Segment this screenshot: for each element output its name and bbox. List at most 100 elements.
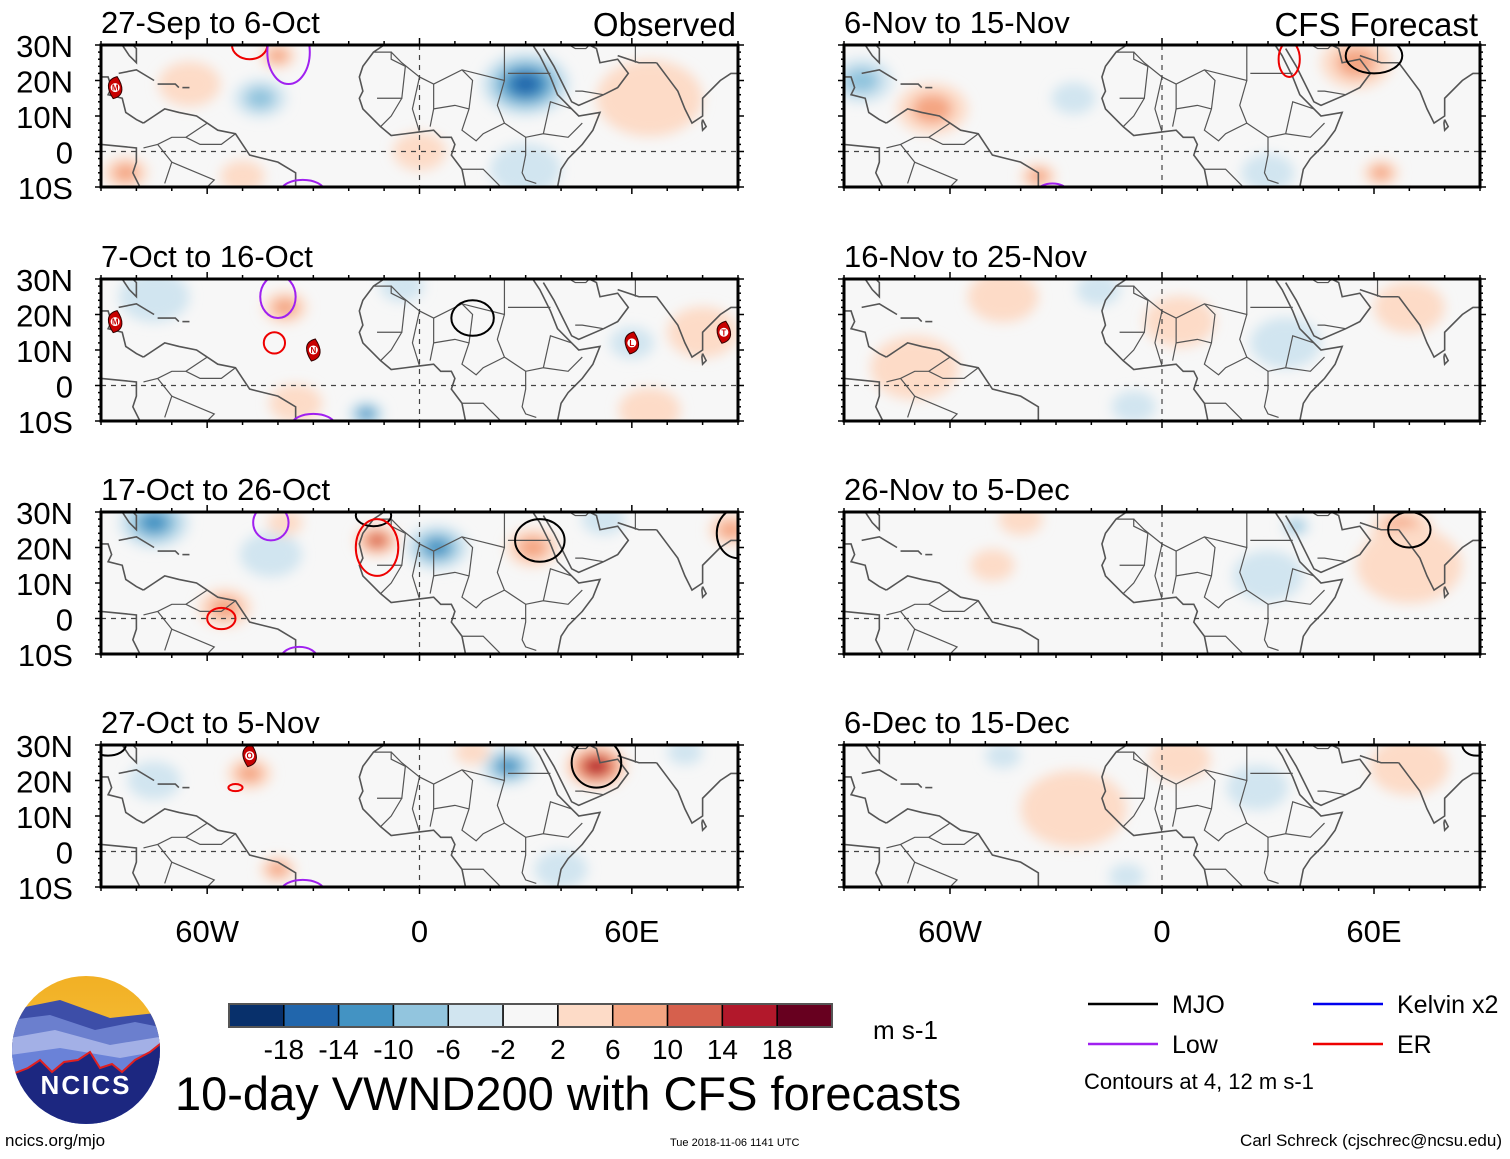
country-border (1263, 137, 1279, 185)
country-border (171, 161, 216, 187)
coastline (655, 762, 738, 825)
map-panel: 6-Dec to 15-Dec 60W 0 60E (838, 705, 1486, 949)
anomaly-shading (267, 512, 303, 536)
anomaly-shading (454, 745, 491, 765)
contour-low (252, 512, 290, 542)
coastline (101, 610, 141, 654)
anomaly-shading (844, 67, 880, 94)
coastline (143, 342, 297, 421)
y-tick-label: 30N (16, 496, 73, 531)
colorbar-tick-label: 10 (652, 1034, 683, 1065)
panel-period-title: 26-Nov to 5-Dec (844, 472, 1070, 507)
tropical-cyclone-icon: L (624, 331, 640, 355)
panel-period-title: 6-Nov to 15-Nov (844, 5, 1070, 40)
coastline (1443, 353, 1450, 366)
country-border (568, 512, 590, 517)
country-border (461, 536, 505, 609)
legend-label: MJO (1172, 991, 1225, 1019)
storm-label: M (112, 318, 119, 327)
country-border (575, 90, 604, 96)
country-border (1285, 822, 1325, 838)
anomaly-shading (1374, 281, 1445, 333)
coastline (542, 279, 630, 341)
y-tick-label: 0 (56, 136, 73, 171)
country-border (617, 773, 629, 788)
country-border (1154, 776, 1163, 833)
coastline (701, 586, 708, 599)
coastline (143, 108, 297, 187)
anomaly-shading (220, 160, 265, 187)
country-border (143, 122, 208, 149)
tropical-cyclone-icon: M (107, 76, 123, 100)
tropical-cyclone-icon: T (716, 320, 732, 344)
anomaly-shading (245, 87, 276, 110)
colorbar: -18 -14 -10 -6 -2 2 6 10 14 18 (228, 1003, 833, 1065)
coastline (118, 303, 155, 316)
anomaly-shading (512, 74, 540, 94)
country-border (380, 331, 403, 362)
coastline (157, 783, 180, 789)
observed-label: Observed (593, 6, 736, 43)
coastline (900, 83, 923, 89)
colorbar-tick-label: 6 (605, 1034, 621, 1065)
y-tick-label: 10N (16, 800, 73, 835)
country-border (886, 589, 951, 616)
country-border (1122, 331, 1145, 362)
colorbar-swatch (611, 1003, 669, 1028)
colorbar-tick-label: 14 (707, 1034, 738, 1065)
country-border (543, 122, 583, 138)
coastline (885, 342, 1040, 421)
country-border (373, 51, 406, 99)
coastline (1359, 754, 1399, 764)
contour-mjo (101, 745, 127, 757)
y-tick-label: 0 (56, 603, 73, 638)
anomaly-shading (269, 384, 323, 421)
country-border (461, 402, 502, 421)
coastline (701, 353, 708, 366)
country-border (928, 600, 979, 613)
country-border (143, 356, 208, 383)
footer-url[interactable]: ncics.org/mjo (5, 1131, 106, 1150)
coastline (844, 843, 884, 887)
coastline (1443, 586, 1450, 599)
country-border (1203, 303, 1248, 376)
y-tick-label: 20N (16, 65, 73, 100)
country-border (928, 133, 979, 145)
coastline (101, 143, 141, 187)
colorbar-tick-label: -10 (373, 1034, 413, 1065)
anomaly-shading (1144, 296, 1215, 348)
storm-label: M (112, 84, 119, 93)
anomaly-shading (113, 163, 139, 182)
country-border (411, 310, 421, 367)
y-tick-label: 20N (16, 765, 73, 800)
contour-er (227, 783, 244, 793)
country-border (914, 861, 959, 887)
coastline (1398, 296, 1480, 359)
country-border (1204, 168, 1245, 187)
country-border (914, 161, 959, 187)
anomaly-shading (912, 94, 953, 124)
contour-er (262, 331, 287, 355)
anomaly-shading (970, 549, 1015, 582)
anomaly-shading (497, 758, 519, 774)
country-border (568, 745, 590, 750)
coastline (101, 843, 141, 887)
x-tick-label: 60E (1346, 914, 1401, 949)
footer-timestamp: Tue 2018-11-06 1141 UTC (670, 1137, 800, 1149)
storm-label: L (629, 339, 634, 348)
coastline (1284, 45, 1372, 107)
country-border (1204, 635, 1245, 654)
country-border (171, 861, 216, 887)
cfs-forecast-label: CFS Forecast (1274, 6, 1478, 43)
contour-er (206, 606, 237, 631)
anomaly-shading (379, 279, 424, 303)
colorbar-swatch (447, 1003, 504, 1028)
coastline (844, 310, 887, 358)
country-border (1263, 604, 1279, 652)
coastline (1101, 45, 1209, 187)
x-tick-label: 0 (1153, 914, 1170, 949)
coastline (1101, 279, 1209, 421)
